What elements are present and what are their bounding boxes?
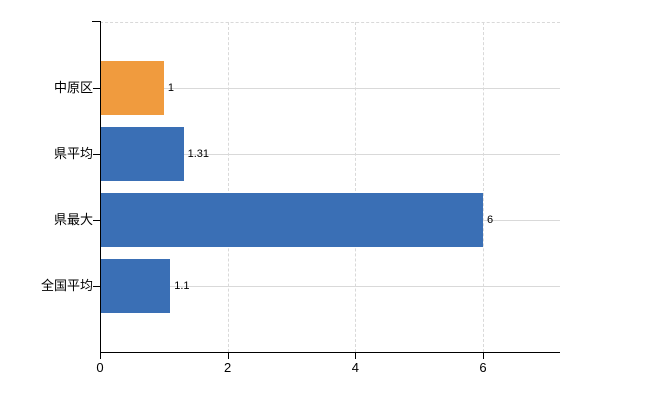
bar-value-label: 1.1 [174, 280, 190, 292]
bar-value-label: 6 [487, 214, 494, 226]
plot-top-border [100, 22, 560, 23]
x-tick-label: 4 [351, 360, 359, 375]
gridline-vertical [227, 22, 229, 352]
y-axis-tick [93, 154, 100, 155]
category-label: 県平均 [53, 146, 93, 161]
gridline-horizontal [100, 286, 560, 287]
y-axis-line [100, 21, 101, 352]
bar-value-label: 1.31 [187, 148, 210, 160]
y-axis-cap-tick [92, 21, 100, 22]
bar-県最大 [100, 193, 483, 247]
bar-全国平均 [100, 259, 171, 313]
x-tick-label: 0 [96, 360, 104, 375]
x-axis-tick [355, 353, 357, 359]
gridline-vertical [355, 22, 357, 352]
category-label: 全国平均 [40, 278, 93, 293]
x-axis-tick [483, 353, 484, 359]
x-axis-line [100, 352, 560, 353]
category-label: 中原区 [53, 80, 93, 95]
bar-中原区 [100, 61, 164, 115]
gridline-horizontal [100, 88, 560, 89]
gridline-horizontal [100, 154, 560, 155]
y-axis-tick [93, 220, 100, 221]
y-axis-tick [93, 286, 100, 287]
x-tick-label: 6 [479, 360, 487, 375]
bar-県平均 [100, 127, 184, 181]
gridline-vertical [483, 22, 484, 352]
y-axis-tick [93, 88, 100, 89]
x-axis-tick [100, 353, 101, 359]
x-tick-label: 2 [224, 360, 232, 375]
bar-value-label: 1 [167, 82, 174, 94]
category-label: 県最大 [53, 212, 93, 227]
x-axis-tick [227, 353, 229, 359]
